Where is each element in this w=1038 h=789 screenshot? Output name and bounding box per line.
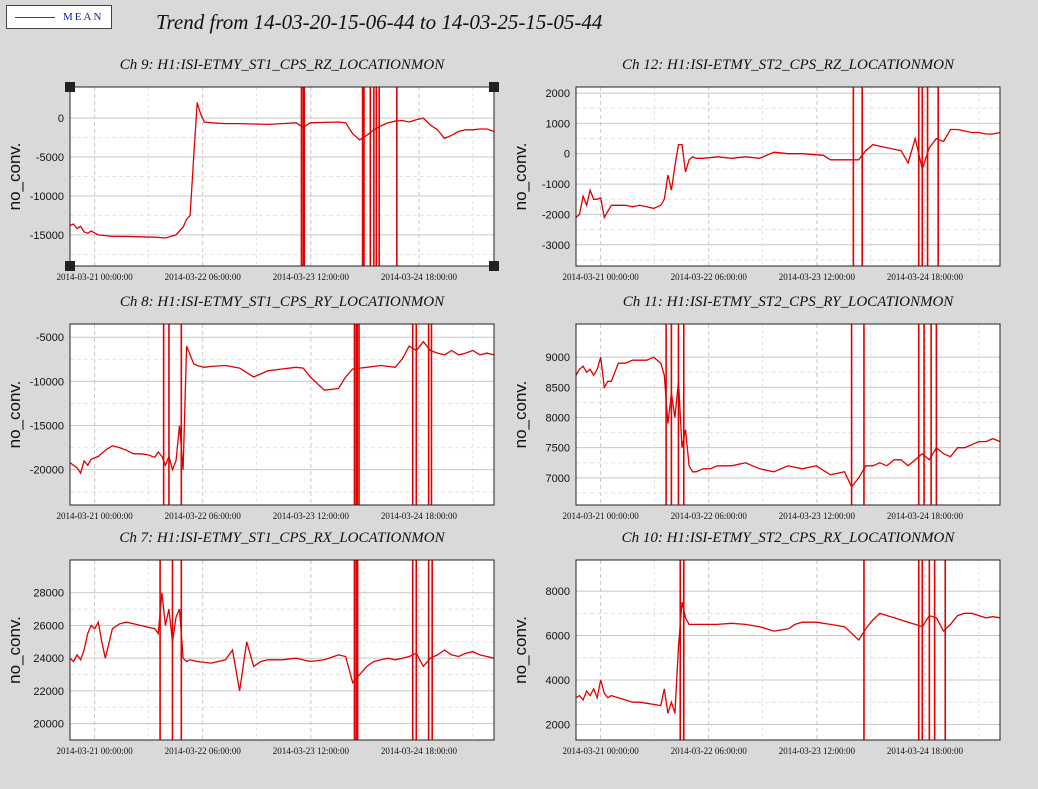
x-tick-label: 2014-03-24 18:00:00 [381, 511, 458, 521]
y-tick-label: 26000 [33, 620, 64, 632]
y-tick-label: 7500 [546, 443, 570, 455]
y-axis-label: no_conv. [511, 616, 530, 684]
x-tick-label: 2014-03-23 12:00:00 [779, 272, 856, 282]
y-tick-label: 28000 [33, 588, 64, 600]
chart-panel-5: 28000 26000 24000 22000 20000 2014-03-21 00:0… [5, 530, 495, 756]
y-tick-label: 8000 [546, 586, 570, 598]
x-tick-label: 2014-03-23 12:00:00 [273, 511, 350, 521]
plot-area [576, 560, 1000, 740]
selection-handle [489, 82, 499, 92]
y-tick-label: -15000 [30, 230, 64, 242]
y-tick-label: 2000 [546, 719, 570, 731]
chart-title: Ch 8: H1:ISI-ETMY_ST1_CPS_RY_LOCATIONMON [120, 294, 445, 310]
x-tick-label: 2014-03-22 06:00:00 [165, 746, 242, 756]
y-tick-label: -2000 [542, 209, 570, 221]
y-tick-label: -1000 [542, 179, 570, 191]
chart-panel-1: 0 -5000 -10000 -15000 2014-03-21 00:00:00 201… [5, 57, 499, 282]
x-tick-label: 2014-03-21 00:00:00 [56, 511, 133, 521]
y-tick-label: 0 [564, 149, 570, 161]
y-tick-label: 8500 [546, 382, 570, 394]
plot-area [576, 87, 1000, 266]
chart-title: Ch 10: H1:ISI-ETMY_ST2_CPS_RX_LOCATIONMO… [622, 530, 956, 546]
x-tick-label: 2014-03-22 06:00:00 [165, 272, 242, 282]
y-tick-label: -15000 [30, 421, 64, 433]
selection-handle [65, 261, 75, 271]
plot-area [70, 560, 494, 740]
legend-box: MEAN [6, 5, 112, 29]
chart-panel-2: 2000 1000 0 -1000 -2000 -3000 2014-03-21 00:00… [511, 57, 1001, 282]
x-tick-label: 2014-03-22 06:00:00 [671, 746, 748, 756]
x-tick-label: 2014-03-21 00:00:00 [562, 511, 639, 521]
x-tick-label: 2014-03-24 18:00:00 [887, 746, 964, 756]
chart-title: Ch 7: H1:ISI-ETMY_ST1_CPS_RX_LOCATIONMON [119, 530, 445, 546]
y-tick-label: 9000 [546, 352, 570, 364]
chart-title: Ch 12: H1:ISI-ETMY_ST2_CPS_RZ_LOCATIONMO… [622, 57, 955, 73]
series-line [576, 128, 1000, 220]
y-tick-label: 8000 [546, 413, 570, 425]
x-tick-label: 2014-03-24 18:00:00 [381, 746, 458, 756]
series-line [70, 102, 494, 239]
y-tick-label: -20000 [30, 465, 64, 477]
y-axis-label: no_conv. [5, 616, 24, 684]
x-tick-label: 2014-03-21 00:00:00 [56, 272, 133, 282]
x-tick-label: 2014-03-24 18:00:00 [381, 272, 458, 282]
y-tick-label: -5000 [36, 332, 64, 344]
chart-title: Ch 9: H1:ISI-ETMY_ST1_CPS_RZ_LOCATIONMON [120, 57, 445, 73]
y-tick-label: 20000 [33, 719, 64, 731]
x-tick-label: 2014-03-22 06:00:00 [671, 511, 748, 521]
plot-border [575, 86, 1001, 267]
plot-area [70, 324, 494, 505]
x-tick-label: 2014-03-23 12:00:00 [779, 746, 856, 756]
y-axis-label: no_conv. [5, 381, 24, 449]
y-tick-label: 7000 [546, 473, 570, 485]
legend-line-swatch [15, 17, 55, 18]
x-tick-label: 2014-03-23 12:00:00 [273, 272, 350, 282]
legend-label: MEAN [63, 11, 104, 23]
plot-border [69, 559, 495, 741]
selection-handle [489, 261, 499, 271]
y-tick-label: -5000 [36, 152, 64, 164]
x-tick-label: 2014-03-21 00:00:00 [56, 746, 133, 756]
series-line [70, 340, 494, 475]
y-tick-label: -3000 [542, 240, 570, 252]
plot-border [575, 323, 1001, 506]
x-tick-label: 2014-03-24 18:00:00 [887, 511, 964, 521]
y-tick-label: 22000 [33, 686, 64, 698]
y-tick-label: 0 [58, 113, 64, 125]
chart-panel-3: -5000 -10000 -15000 -20000 2014-03-21 00:00:… [5, 294, 495, 521]
plot-area [576, 324, 1000, 505]
y-tick-label: 6000 [546, 631, 570, 643]
y-tick-label: -10000 [30, 376, 64, 388]
y-tick-label: 4000 [546, 675, 570, 687]
x-tick-label: 2014-03-23 12:00:00 [779, 511, 856, 521]
y-tick-label: -10000 [30, 191, 64, 203]
y-tick-label: 24000 [33, 653, 64, 665]
chart-title: Ch 11: H1:ISI-ETMY_ST2_CPS_RY_LOCATIONMO… [623, 294, 955, 310]
x-tick-label: 2014-03-22 06:00:00 [165, 511, 242, 521]
series-line [70, 592, 494, 692]
x-tick-label: 2014-03-21 00:00:00 [562, 272, 639, 282]
y-axis-label: no_conv. [5, 143, 24, 211]
plot-border [69, 86, 495, 267]
y-axis-label: no_conv. [511, 143, 530, 211]
y-axis-label: no_conv. [511, 381, 530, 449]
x-tick-label: 2014-03-21 00:00:00 [562, 746, 639, 756]
x-tick-label: 2014-03-22 06:00:00 [671, 272, 748, 282]
x-tick-label: 2014-03-24 18:00:00 [887, 272, 964, 282]
chart-panel-6: 8000 6000 4000 2000 2014-03-21 00:00:00 2014-… [511, 530, 1001, 756]
chart-panel-4: 9000 8500 8000 7500 7000 2014-03-21 00:00:00 2… [511, 294, 1001, 521]
x-tick-label: 2014-03-23 12:00:00 [273, 746, 350, 756]
selection-handle [65, 82, 75, 92]
series-line [576, 356, 1000, 489]
plot-border [69, 323, 495, 506]
y-tick-label: 1000 [546, 118, 570, 130]
page-title: Trend from 14-03-20-15-06-44 to 14-03-25… [156, 10, 603, 34]
plot-border [575, 559, 1001, 741]
y-tick-label: 2000 [546, 88, 570, 100]
